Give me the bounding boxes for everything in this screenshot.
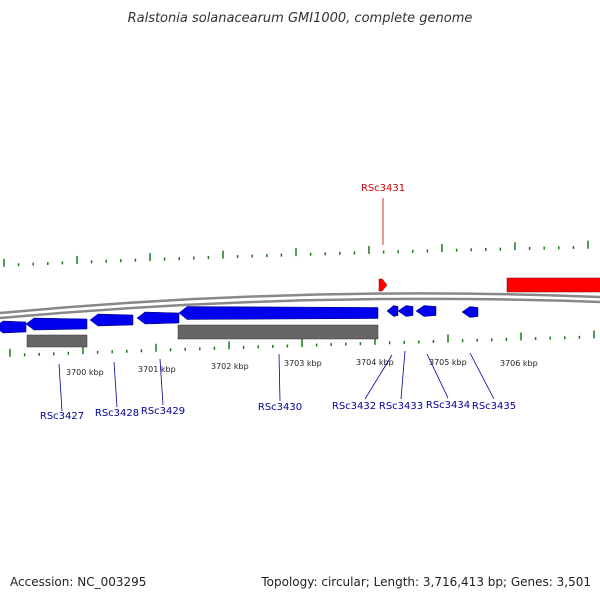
scale-labels: 3700 kbp 3701 kbp 3702 kbp 3703 kbp 3704 kbp… [66, 358, 538, 377]
gene-label-RSc3428[interactable]: RSc3428 [95, 408, 139, 419]
gene-arrow-RSc3431 [378, 278, 388, 292]
rna-block-2 [177, 324, 379, 340]
callout-line-RSc3429 [159, 358, 164, 406]
map-title: Ralstonia solanacearum GMI1000, complete… [128, 11, 473, 26]
gene-arrow-RSc3427 [25, 317, 88, 331]
tick-row-top [3, 240, 589, 267]
scale-label: 3705 kbp [429, 358, 467, 367]
gene-label-RSc3430[interactable]: RSc3430 [258, 402, 302, 413]
callout-line-RSc3432 [364, 354, 393, 400]
callout-line-RSc3427 [58, 363, 63, 412]
feature-track [0, 277, 600, 348]
backbone-outer-line [0, 292, 600, 315]
rna-block-1 [26, 334, 88, 348]
gene-label-RSc3433[interactable]: RSc3433 [379, 401, 423, 412]
gene-label-RSc3429[interactable]: RSc3429 [141, 406, 185, 417]
accession-text: Accession: NC_003295 [10, 575, 146, 589]
callout-line-RSc3428 [113, 361, 118, 408]
gene-callouts: RSc3427 RSc3428 RSc3429 RSc3430 RSc3431 RSc34… [40, 183, 516, 422]
gene-arrow-RSc3434 [415, 305, 437, 317]
gene-arrow-RSc3430 [178, 306, 379, 320]
backbone-inner-line [0, 297, 600, 320]
scale-label: 3702 kbp [211, 362, 249, 371]
gene-arrow-RSc3429 [136, 311, 180, 325]
scale-label: 3704 kbp [356, 358, 394, 367]
gene-label-RSc3427[interactable]: RSc3427 [40, 411, 84, 422]
callout-line-RSc3433 [400, 350, 406, 400]
gene-label-RSc3431[interactable]: RSc3431 [361, 183, 405, 194]
scale-label: 3706 kbp [500, 359, 538, 368]
gene-arrow-RSc3428 [89, 313, 134, 327]
gene-arrow-edge [0, 320, 27, 334]
gene-arrow-RSc3433 [397, 305, 414, 317]
tick-row-bottom [9, 330, 595, 357]
gene-arrow-RSc3435 [461, 306, 479, 318]
scale-label: 3701 kbp [138, 365, 176, 374]
gene-label-RSc3432[interactable]: RSc3432 [332, 401, 376, 412]
callout-line-RSc3434 [426, 353, 449, 399]
genome-summary-text: Topology: circular; Length: 3,716,413 bp… [260, 575, 591, 589]
scale-label: 3700 kbp [66, 368, 104, 377]
gene-label-RSc3434[interactable]: RSc3434 [426, 400, 470, 411]
gene-label-RSc3435[interactable]: RSc3435 [472, 401, 516, 412]
forward-feature-edge [506, 277, 600, 293]
callout-line-RSc3430 [278, 353, 281, 402]
scale-label: 3703 kbp [284, 359, 322, 368]
gene-arrow-RSc3432 [386, 305, 399, 317]
callout-line-RSc3435 [469, 352, 495, 400]
